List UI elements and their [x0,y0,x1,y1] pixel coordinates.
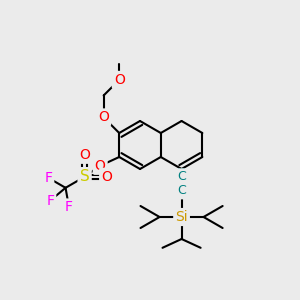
Text: Si: Si [175,210,188,224]
Text: F: F [46,194,54,208]
Text: O: O [79,148,90,162]
Text: O: O [98,110,109,124]
Text: O: O [101,170,112,184]
Text: F: F [65,200,73,214]
Text: C: C [177,184,186,197]
Text: S: S [80,169,89,184]
Text: C: C [177,170,186,183]
Text: O: O [95,159,106,173]
Text: O: O [114,73,125,87]
Text: F: F [44,171,52,185]
